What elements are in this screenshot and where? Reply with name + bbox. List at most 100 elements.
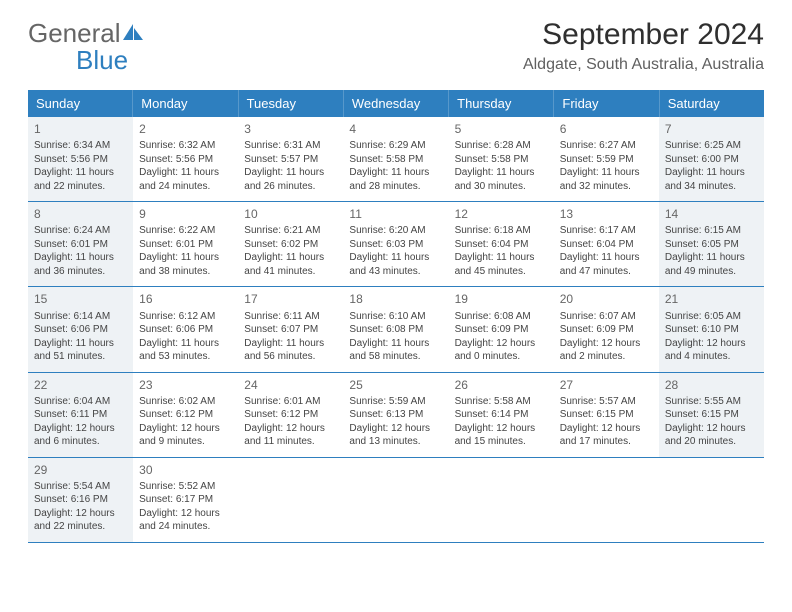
- day-info-line: Sunrise: 5:55 AM: [665, 395, 758, 409]
- day-info-line: and 4 minutes.: [665, 350, 758, 364]
- calendar-cell: 26Sunrise: 5:58 AMSunset: 6:14 PMDayligh…: [449, 373, 554, 457]
- day-info-line: Daylight: 12 hours: [139, 507, 232, 521]
- day-info-line: Sunrise: 6:01 AM: [244, 395, 337, 409]
- calendar-cell: 18Sunrise: 6:10 AMSunset: 6:08 PMDayligh…: [343, 287, 448, 371]
- day-number: 18: [349, 291, 442, 307]
- day-info-line: Sunrise: 6:27 AM: [560, 139, 653, 153]
- day-number: 15: [34, 291, 127, 307]
- day-info-line: Daylight: 11 hours: [139, 166, 232, 180]
- calendar-cell: 8Sunrise: 6:24 AMSunset: 6:01 PMDaylight…: [28, 202, 133, 286]
- calendar-cell: 12Sunrise: 6:18 AMSunset: 6:04 PMDayligh…: [449, 202, 554, 286]
- day-number: 4: [349, 121, 442, 137]
- day-header: Saturday: [660, 90, 764, 117]
- day-number: 13: [560, 206, 653, 222]
- day-number: 22: [34, 377, 127, 393]
- day-info-line: Sunset: 5:59 PM: [560, 153, 653, 167]
- day-info-line: Sunset: 6:02 PM: [244, 238, 337, 252]
- day-info-line: Sunrise: 6:05 AM: [665, 310, 758, 324]
- day-info-line: Sunset: 5:58 PM: [349, 153, 442, 167]
- day-number: 7: [665, 121, 758, 137]
- day-info-line: Sunrise: 6:14 AM: [34, 310, 127, 324]
- calendar-cell: 23Sunrise: 6:02 AMSunset: 6:12 PMDayligh…: [133, 373, 238, 457]
- day-info-line: Sunset: 6:12 PM: [139, 408, 232, 422]
- day-info-line: Sunset: 6:09 PM: [560, 323, 653, 337]
- day-info-line: and 47 minutes.: [560, 265, 653, 279]
- calendar-cell: 21Sunrise: 6:05 AMSunset: 6:10 PMDayligh…: [659, 287, 764, 371]
- day-number: 2: [139, 121, 232, 137]
- day-info-line: Sunrise: 6:12 AM: [139, 310, 232, 324]
- day-info-line: Sunset: 6:13 PM: [349, 408, 442, 422]
- day-info-line: Sunset: 6:12 PM: [244, 408, 337, 422]
- calendar-cell: 3Sunrise: 6:31 AMSunset: 5:57 PMDaylight…: [238, 117, 343, 201]
- day-number: 10: [244, 206, 337, 222]
- calendar-cell-empty: [343, 458, 448, 542]
- day-number: 9: [139, 206, 232, 222]
- day-info-line: Daylight: 11 hours: [349, 166, 442, 180]
- day-info-line: Sunrise: 5:54 AM: [34, 480, 127, 494]
- day-info-line: Daylight: 11 hours: [139, 251, 232, 265]
- calendar-cell: 25Sunrise: 5:59 AMSunset: 6:13 PMDayligh…: [343, 373, 448, 457]
- day-info-line: Sunrise: 6:28 AM: [455, 139, 548, 153]
- day-info-line: Daylight: 12 hours: [665, 422, 758, 436]
- calendar-cell: 29Sunrise: 5:54 AMSunset: 6:16 PMDayligh…: [28, 458, 133, 542]
- day-info-line: and 22 minutes.: [34, 520, 127, 534]
- week-row: 29Sunrise: 5:54 AMSunset: 6:16 PMDayligh…: [28, 458, 764, 543]
- calendar-cell: 6Sunrise: 6:27 AMSunset: 5:59 PMDaylight…: [554, 117, 659, 201]
- month-title: September 2024: [523, 18, 764, 52]
- logo-text-general: General: [28, 18, 121, 48]
- day-info-line: Sunset: 6:15 PM: [665, 408, 758, 422]
- day-info-line: Daylight: 11 hours: [34, 166, 127, 180]
- day-info-line: Sunset: 6:09 PM: [455, 323, 548, 337]
- day-info-line: Sunset: 6:06 PM: [34, 323, 127, 337]
- day-info-line: Sunset: 6:00 PM: [665, 153, 758, 167]
- calendar-cell: 28Sunrise: 5:55 AMSunset: 6:15 PMDayligh…: [659, 373, 764, 457]
- day-info-line: Sunset: 6:03 PM: [349, 238, 442, 252]
- day-info-line: and 28 minutes.: [349, 180, 442, 194]
- day-info-line: Sunrise: 5:58 AM: [455, 395, 548, 409]
- day-info-line: Sunset: 6:04 PM: [455, 238, 548, 252]
- day-number: 24: [244, 377, 337, 393]
- calendar-cell: 20Sunrise: 6:07 AMSunset: 6:09 PMDayligh…: [554, 287, 659, 371]
- day-info-line: Sunset: 6:06 PM: [139, 323, 232, 337]
- day-number: 27: [560, 377, 653, 393]
- day-info-line: and 41 minutes.: [244, 265, 337, 279]
- day-info-line: Sunset: 6:17 PM: [139, 493, 232, 507]
- day-info-line: Sunrise: 5:57 AM: [560, 395, 653, 409]
- calendar-cell: 19Sunrise: 6:08 AMSunset: 6:09 PMDayligh…: [449, 287, 554, 371]
- day-info-line: and 13 minutes.: [349, 435, 442, 449]
- day-info-line: Sunrise: 6:10 AM: [349, 310, 442, 324]
- week-row: 8Sunrise: 6:24 AMSunset: 6:01 PMDaylight…: [28, 202, 764, 287]
- day-info-line: Daylight: 11 hours: [244, 166, 337, 180]
- calendar-cell: 9Sunrise: 6:22 AMSunset: 6:01 PMDaylight…: [133, 202, 238, 286]
- day-info-line: and 0 minutes.: [455, 350, 548, 364]
- day-number: 11: [349, 206, 442, 222]
- day-header: Sunday: [28, 90, 133, 117]
- day-info-line: and 36 minutes.: [34, 265, 127, 279]
- calendar-cell: 24Sunrise: 6:01 AMSunset: 6:12 PMDayligh…: [238, 373, 343, 457]
- day-number: 23: [139, 377, 232, 393]
- week-row: 15Sunrise: 6:14 AMSunset: 6:06 PMDayligh…: [28, 287, 764, 372]
- day-info-line: and 6 minutes.: [34, 435, 127, 449]
- day-header: Wednesday: [344, 90, 449, 117]
- day-number: 5: [455, 121, 548, 137]
- day-info-line: Sunset: 5:56 PM: [34, 153, 127, 167]
- day-info-line: Daylight: 11 hours: [455, 166, 548, 180]
- day-info-line: Sunrise: 6:21 AM: [244, 224, 337, 238]
- day-number: 14: [665, 206, 758, 222]
- day-number: 16: [139, 291, 232, 307]
- day-info-line: Sunrise: 6:15 AM: [665, 224, 758, 238]
- day-info-line: Sunrise: 6:07 AM: [560, 310, 653, 324]
- weeks-container: 1Sunrise: 6:34 AMSunset: 5:56 PMDaylight…: [28, 117, 764, 543]
- calendar-cell-empty: [554, 458, 659, 542]
- day-header: Thursday: [449, 90, 554, 117]
- calendar-cell: 17Sunrise: 6:11 AMSunset: 6:07 PMDayligh…: [238, 287, 343, 371]
- day-info-line: Daylight: 12 hours: [560, 422, 653, 436]
- day-number: 30: [139, 462, 232, 478]
- calendar-cell: 27Sunrise: 5:57 AMSunset: 6:15 PMDayligh…: [554, 373, 659, 457]
- day-info-line: and 58 minutes.: [349, 350, 442, 364]
- day-number: 19: [455, 291, 548, 307]
- day-info-line: Sunset: 6:01 PM: [139, 238, 232, 252]
- header: General Blue September 2024 Aldgate, Sou…: [28, 18, 764, 76]
- day-info-line: Sunrise: 6:02 AM: [139, 395, 232, 409]
- day-info-line: Daylight: 12 hours: [560, 337, 653, 351]
